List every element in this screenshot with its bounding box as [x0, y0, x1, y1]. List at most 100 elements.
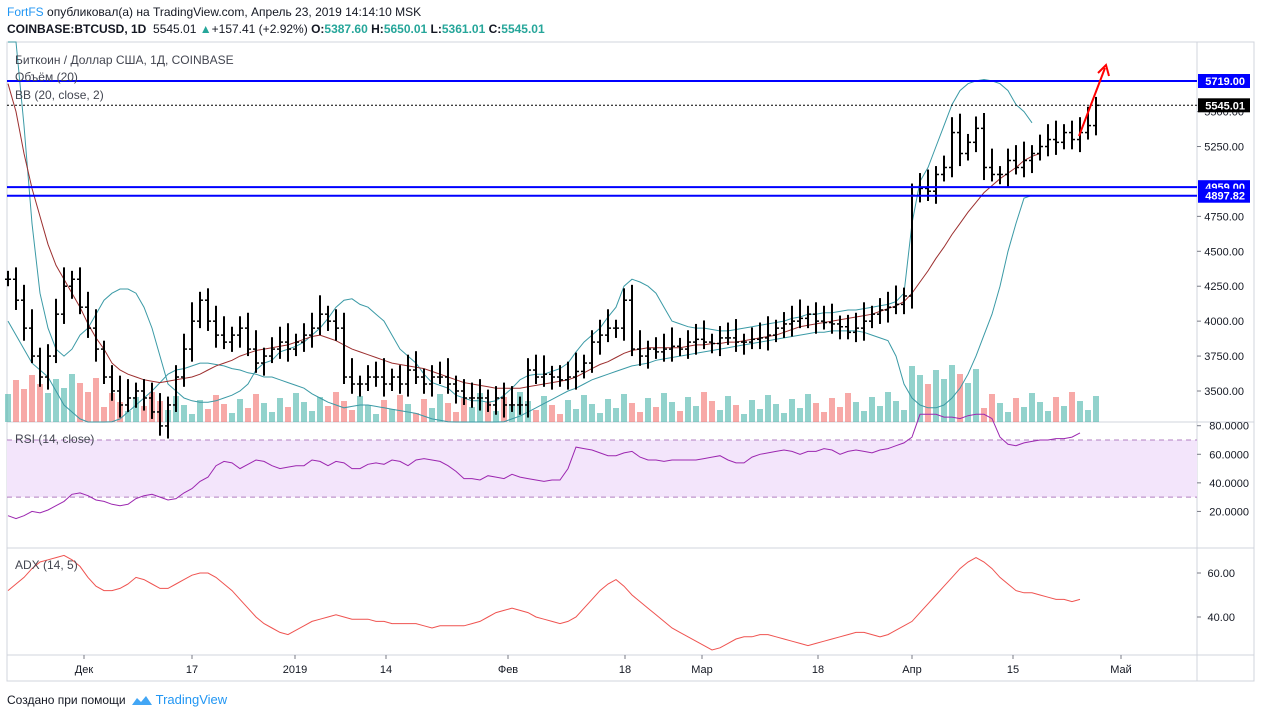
volume-bar [669, 402, 675, 422]
volume-bar [189, 414, 195, 422]
volume-bar [381, 400, 387, 422]
time-tick-label: 18 [619, 664, 631, 676]
time-tick-label: 14 [380, 664, 392, 676]
price-tick-label: 4750.00 [1204, 211, 1244, 223]
author-link[interactable]: FortFS [7, 5, 44, 19]
volume-bar [101, 407, 107, 422]
publish-header: FortFS опубликовал(а) на TradingView.com… [7, 5, 421, 19]
volume-bar [949, 365, 955, 422]
volume-bar [341, 401, 347, 422]
volume-bar [533, 410, 539, 422]
chart-title: Биткоин / Доллар США, 1Д, COINBASE [15, 53, 234, 67]
volume-bar [941, 379, 947, 422]
volume-bar [245, 408, 251, 422]
volume-bar [685, 397, 691, 422]
volume-bar [445, 403, 451, 422]
volume-bar [837, 407, 843, 422]
bb-lower-line [7, 194, 1033, 423]
created-with-text: Создано при помощи [7, 692, 126, 707]
volume-bar [677, 411, 683, 422]
volume-bar [213, 395, 219, 422]
volume-bar [1061, 406, 1067, 422]
volume-bar [373, 414, 379, 422]
volume-bar [741, 414, 747, 422]
volume-bar [93, 378, 99, 422]
volume-bar [557, 414, 563, 422]
volume-bar [437, 394, 443, 422]
volume-bar [869, 397, 875, 422]
footer: Создано при помощи TradingView [7, 692, 227, 707]
volume-bar [765, 395, 771, 422]
rsi-tick-label: 20.0000 [1209, 506, 1249, 518]
low-value: 5361.01 [441, 22, 486, 36]
volume-bar [309, 411, 315, 422]
time-tick-label: Дек [75, 664, 94, 676]
price-tick-label: 3500.00 [1204, 386, 1244, 398]
volume-bar [829, 398, 835, 422]
volume-bar [397, 395, 403, 422]
symbol-header: COINBASE:BTCUSD, 1D 5545.01 ▲+157.41 (+2… [7, 22, 545, 36]
volume-bar [1021, 407, 1027, 422]
volume-bar [1045, 411, 1051, 422]
rsi-tick-label: 80.0000 [1209, 421, 1249, 433]
time-tick-label: 2019 [283, 664, 307, 676]
volume-bar [253, 394, 259, 422]
volume-bar [1037, 402, 1043, 422]
volume-bar [813, 403, 819, 422]
volume-bar [21, 389, 27, 422]
published-text: опубликовал(а) на TradingView.com, Апрел… [47, 5, 422, 19]
volume-bar [317, 397, 323, 422]
volume-bar [925, 384, 931, 422]
volume-bar [797, 408, 803, 422]
volume-bar [413, 413, 419, 422]
volume-bar [581, 395, 587, 422]
volume-bar [957, 374, 963, 422]
price-label-box [1198, 98, 1250, 113]
volume-bar [421, 399, 427, 422]
volume-bar [53, 379, 59, 422]
volume-bar [269, 412, 275, 422]
rsi-legend: RSI (14, close) [15, 432, 95, 446]
price-tick-label: 4250.00 [1204, 281, 1244, 293]
volume-bar [613, 408, 619, 422]
price-bars [5, 96, 1099, 439]
volume-bar [349, 410, 355, 422]
volume-bar [1029, 393, 1035, 422]
volume-bar [909, 366, 915, 422]
volume-bar [749, 400, 755, 422]
volume-bar [965, 383, 971, 422]
open-value: 5387.60 [324, 22, 368, 36]
volume-bar [1077, 401, 1083, 422]
price-tick-label: 5250.00 [1204, 142, 1244, 154]
tradingview-link[interactable]: TradingView [155, 692, 228, 707]
volume-bar [453, 412, 459, 422]
volume-bar [469, 407, 475, 422]
low-label: L: [430, 22, 442, 36]
volume-bar [325, 406, 331, 422]
volume-bar [845, 393, 851, 422]
bb-upper-line [8, 41, 1033, 403]
volume-bar [917, 375, 923, 422]
volume-bar [861, 411, 867, 422]
volume-bar [589, 404, 595, 422]
volume-bar [277, 398, 283, 422]
volume-bar [549, 405, 555, 422]
volume-bar [485, 402, 491, 422]
rsi-band [7, 439, 1197, 498]
volume-bar [621, 394, 627, 422]
volume-bar [1093, 396, 1099, 422]
volume-bar [229, 413, 235, 422]
volume-bar [509, 406, 515, 422]
price-change: +157.41 (+2.92%) [211, 22, 308, 36]
volume-bar [461, 398, 467, 422]
volume-bar [45, 393, 51, 422]
price-label-text: 5719.00 [1205, 76, 1245, 88]
volume-bar [885, 392, 891, 422]
volume-bar [725, 396, 731, 422]
volume-bar [141, 406, 147, 422]
volume-bar [989, 394, 995, 422]
bb-legend: BB (20, close, 2) [15, 88, 104, 102]
price-label-box [1198, 74, 1250, 88]
chart-frame [6, 41, 1255, 682]
